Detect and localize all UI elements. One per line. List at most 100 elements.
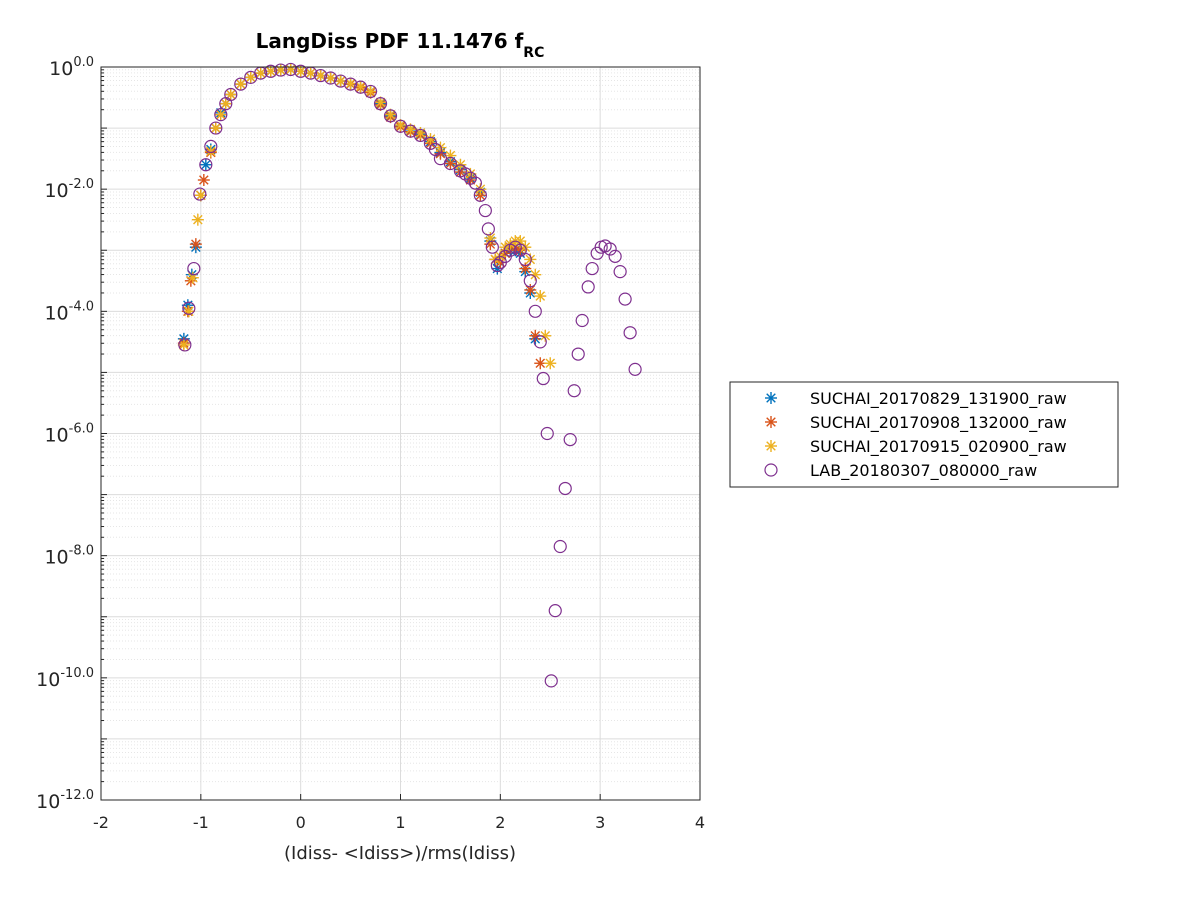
data-point (324, 71, 338, 85)
data-point (204, 139, 218, 154)
data-point (473, 188, 487, 202)
data-point (244, 71, 257, 84)
data-point (294, 65, 307, 78)
data-point (623, 326, 637, 340)
y-tick-base: 10 (36, 669, 60, 691)
data-point (224, 87, 238, 102)
data-point (182, 305, 195, 318)
data-point (581, 280, 595, 294)
y-tick-label: 10-2.0 (44, 177, 94, 202)
data-point (178, 338, 192, 352)
legend-label: SUCHAI_20170829_131900_raw (810, 389, 1067, 409)
legend-label: SUCHAI_20170915_020900_raw (810, 437, 1067, 457)
data-point (478, 203, 492, 218)
data-point (553, 539, 567, 554)
data-point (199, 158, 212, 171)
y-tick-base: 10 (36, 791, 60, 813)
series-4 (178, 62, 642, 688)
chart-title-subscript: RC (523, 45, 544, 61)
x-tick-labels: -2 -1 0 1 2 3 4 (93, 813, 705, 832)
data-point (294, 64, 308, 78)
data-point (628, 362, 642, 376)
x-tick-label: -1 (193, 813, 209, 832)
data-point (224, 88, 237, 101)
data-point (458, 167, 472, 181)
data-point (524, 283, 537, 296)
legend-marker (765, 416, 777, 428)
y-tick-exponent: -10.0 (60, 666, 94, 681)
data-point (613, 265, 627, 279)
data-point (186, 271, 199, 284)
data-point (191, 213, 204, 226)
x-tick-label: 4 (695, 813, 705, 832)
data-point (177, 338, 190, 351)
axis-ticks (100, 66, 701, 801)
y-tick-exponent: -6.0 (69, 422, 94, 437)
data-point (234, 77, 248, 91)
data-point (234, 78, 247, 91)
data-point (209, 122, 222, 135)
x-axis-title: (Idiss- <Idiss>)/rms(Idiss) (284, 843, 516, 864)
data-point (187, 261, 201, 276)
data-point (354, 80, 367, 93)
legend-items: SUCHAI_20170829_131900_raw SUCHAI_2017090… (764, 389, 1067, 481)
data-point (334, 75, 347, 88)
legend: SUCHAI_20170829_131900_raw SUCHAI_2017090… (729, 381, 1119, 488)
data-point (443, 156, 458, 171)
x-tick-label: 1 (395, 813, 405, 832)
y-tick-exponent: -8.0 (69, 544, 94, 559)
y-tick-label: 10-6.0 (44, 422, 94, 447)
data-point (544, 357, 557, 370)
chart-title: LangDiss PDF 11.1476 fRC (256, 29, 545, 61)
data-point (585, 261, 599, 276)
data-point (567, 384, 581, 398)
data-point (197, 174, 210, 187)
data-point (563, 433, 577, 447)
legend-label: LAB_20180307_080000_raw (810, 461, 1037, 481)
x-tick-label: -2 (93, 813, 109, 832)
data-point (540, 426, 554, 441)
data-point (533, 335, 547, 349)
data-point (214, 108, 227, 121)
data-point (324, 71, 337, 84)
data-point (534, 290, 547, 303)
y-tick-exponent: -4.0 (69, 299, 94, 314)
data-point (274, 63, 288, 77)
data-point (334, 74, 348, 88)
data-point (314, 68, 328, 83)
data-point (199, 158, 213, 172)
data-series (177, 62, 642, 688)
x-tick-label: 0 (296, 813, 306, 832)
data-point (444, 157, 457, 170)
data-point (463, 171, 477, 185)
data-point (608, 249, 622, 263)
y-tick-label: 10-12.0 (36, 788, 94, 813)
legend-marker (764, 463, 778, 477)
data-point (219, 97, 232, 110)
data-point (490, 258, 504, 273)
data-point (373, 97, 388, 111)
data-point (413, 128, 428, 143)
data-point (364, 85, 377, 98)
y-tick-label: 10-4.0 (44, 299, 94, 324)
y-tick-base: 10 (44, 302, 68, 324)
data-point (384, 108, 397, 121)
data-point (523, 274, 537, 288)
y-tick-label: 10-8.0 (44, 544, 94, 569)
data-point (558, 481, 572, 496)
data-point (548, 604, 562, 618)
data-point (193, 187, 207, 201)
y-tick-base: 10 (49, 58, 73, 80)
data-point (468, 176, 482, 190)
data-point (485, 240, 499, 254)
data-point (519, 262, 532, 275)
y-tick-base: 10 (44, 180, 68, 202)
chart-title-text: LangDiss PDF 11.1476 f (256, 29, 524, 53)
y-tick-label: 10-10.0 (36, 666, 94, 691)
y-tick-exponent: -2.0 (69, 177, 94, 192)
legend-marker (765, 440, 777, 452)
data-point (189, 238, 202, 251)
data-point (254, 67, 267, 80)
data-point (363, 84, 378, 99)
